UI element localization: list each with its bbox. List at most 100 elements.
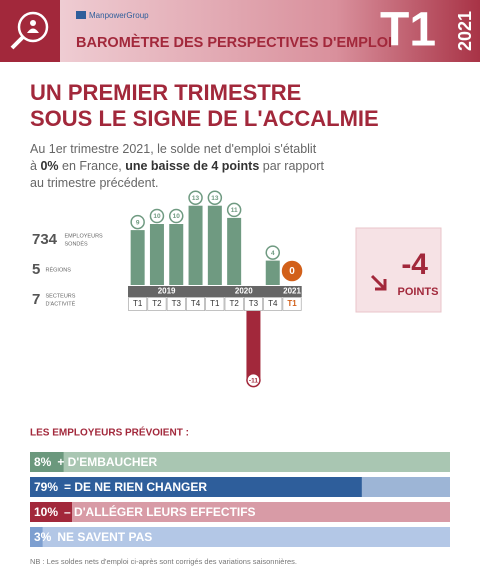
forecast-track [30,502,450,522]
forecast: 8% + D'EMBAUCHER 79% = DE NE RIEN CHANGER 10… [30,452,450,547]
x-tick-label: T3 [249,299,259,308]
quarter: T1 [380,4,436,57]
stat-label: D'ACTIVITÉ [46,300,76,307]
x-tick-label: T4 [191,299,201,308]
stat-number: 5 [32,261,40,278]
forecast-text: 10% – D'ALLÉGER LEURS EFFECTIFS [34,504,256,519]
bar [207,205,222,285]
group-label: 2019 [158,287,176,296]
bar [227,217,242,285]
forecast-bar [30,502,72,522]
value-label: 10 [173,213,181,220]
intro-segment: par rapport [259,159,324,173]
intro-segment: à [30,159,40,173]
value-label: 4 [271,250,275,257]
value-badge [169,208,184,224]
forecast-value-label: 8% [34,455,52,469]
change-value: -4 [401,248,428,281]
group-label: 2020 [235,287,253,296]
forecast-label: NE SAVENT PAS [57,530,152,544]
chart: 2019 2020 2021 T1 9 T2 10 T3 10 T4 13 T1 13 T2 11 T3 -11… [128,190,303,388]
intro: Au 1er trimestre 2021, le solde net d'em… [30,142,324,190]
stat-label: RÉGIONS [46,266,72,273]
forecast-bar [30,527,43,547]
forecast-value-label: 10% [34,505,58,519]
bar [246,311,261,379]
intro-segment: en France, [59,159,126,173]
value-label: 13 [192,195,200,202]
forecast-bar [30,477,362,497]
intro-line: à 0% en France, une baisse de 4 points p… [30,159,324,173]
forecast-value-label: 79% [34,480,58,494]
category-box [186,297,205,311]
intro-segment: 0% [40,159,58,173]
forecast-label: = DE NE RIEN CHANGER [64,480,207,494]
footnote: NB : Les soldes nets d'emploi ci-après s… [30,557,297,566]
search-icon [10,11,49,50]
forecast-label: – D'ALLÉGER LEURS EFFECTIFS [64,504,256,519]
x-tick-label: T1 [287,299,297,308]
stat-label: SECTEURS [46,293,76,299]
value-label: 0 [289,266,295,277]
x-tick-label: T2 [229,299,239,308]
bar [188,205,203,285]
x-tick-label: T3 [172,299,182,308]
change-box [355,227,442,313]
stat-label: EMPLOYEURS [65,233,104,239]
header-band [0,0,480,62]
forecast-bar [30,452,64,472]
brand: ManpowerGroup [89,11,149,20]
header-title: BAROMÈTRE DES PERSPECTIVES D'EMPLOI [76,34,392,51]
value-badge [226,202,242,218]
value-badge [281,260,303,282]
bar [149,224,164,285]
bar [130,230,145,285]
intro-segment: Au 1er trimestre 2021, le solde net d'em… [30,142,317,156]
x-tick-label: T4 [268,299,278,308]
group-band [128,286,302,297]
stat-number: 734 [32,231,58,248]
value-badge [265,245,280,260]
x-tick-label: T1 [133,299,143,308]
category-box [205,297,225,311]
forecast-value-label: 3% [34,530,52,544]
x-tick-label: T2 [152,299,162,308]
value-label: 10 [153,213,161,220]
category-box [147,297,167,311]
intro-segment: une baisse de 4 points [125,159,259,173]
value-badge [130,214,145,230]
bar [169,224,184,285]
x-tick-label: T1 [210,299,220,308]
intro-line: Au 1er trimestre 2021, le solde net d'em… [30,142,317,156]
category-box [244,297,263,311]
headline: SOUS LE SIGNE DE L'ACCALMIE [30,106,379,131]
value-label: 9 [136,219,140,226]
value-label: -11 [249,377,258,384]
intro-segment: au trimestre précédent. [30,176,159,190]
forecast-title: LES EMPLOYEURS PRÉVOIENT : [30,426,189,439]
category-box [263,297,283,311]
category-box [166,297,186,311]
value-label: 13 [211,195,219,202]
stat-label: SONDÉS [65,240,89,247]
forecast-track [30,452,450,472]
forecast-text: 79% = DE NE RIEN CHANGER [34,480,207,494]
value-badge [188,190,203,205]
headline: UN PREMIER TRIMESTRE [30,80,301,105]
down-arrow [370,274,387,291]
forecast-text: 8% + D'EMBAUCHER [34,455,158,469]
category-box [282,297,302,311]
value-label: 11 [231,207,238,214]
category-box [224,297,244,311]
brand-logo [76,11,86,19]
value-badge [207,190,223,205]
intro-line: au trimestre précédent. [30,176,159,190]
forecast-label: + D'EMBAUCHER [57,455,157,469]
group-label: 2021 [283,287,301,296]
bar [265,260,280,285]
forecast-text: 3% NE SAVENT PAS [34,530,152,544]
forecast-track [30,527,450,547]
change-label: POINTS [398,286,439,298]
